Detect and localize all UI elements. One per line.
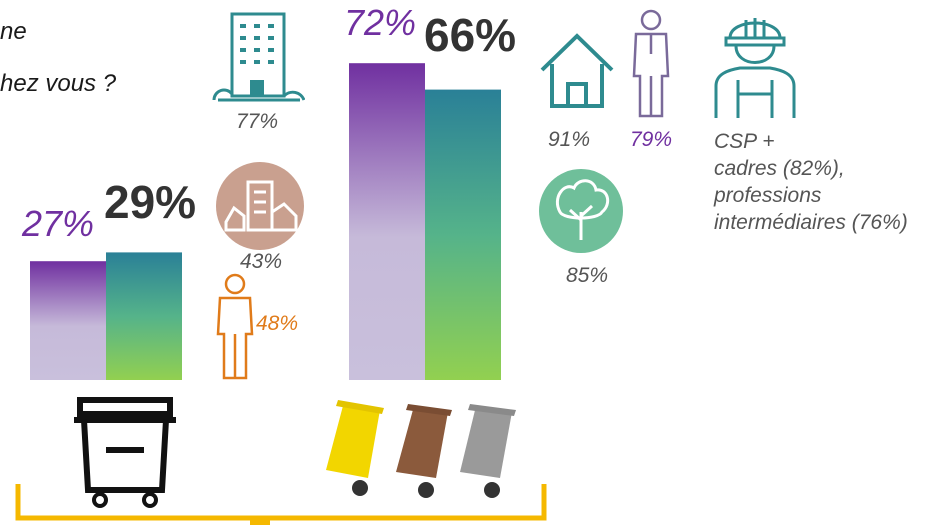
worker-caption-line-1: CSP +: [714, 130, 775, 153]
tree-icon: [539, 169, 623, 253]
value-label-single-purple: 27%: [22, 203, 95, 244]
house-icon: [540, 33, 614, 108]
bracket-shape: [15, 484, 547, 525]
bar-sorting-bins-series-2: [425, 89, 501, 380]
elderly-man-icon: [632, 9, 670, 118]
old-building-icon: [216, 162, 304, 250]
question-line-1: ne: [0, 18, 27, 45]
young-man-percent: 48%: [256, 312, 299, 335]
office-building-icon: [212, 12, 305, 102]
elderly-man-percent: 79%: [630, 128, 673, 151]
construction-worker-icon: [714, 18, 796, 118]
bar-single-bin-series-1: [30, 261, 106, 380]
worker-caption-line-3: professions: [714, 184, 822, 207]
building-percent: 77%: [236, 110, 279, 133]
young-man-icon: [216, 273, 254, 380]
old-building-percent: 43%: [240, 250, 283, 273]
worker-caption-line-2: cadres (82%),: [714, 157, 845, 180]
worker-caption: CSP + cadres (82%), professions interméd…: [714, 128, 908, 236]
question-line-2: hez vous ?: [0, 70, 117, 97]
value-label-single-teal: 29%: [104, 176, 197, 228]
house-percent: 91%: [548, 128, 591, 151]
single-waste-bin-icon: [74, 397, 176, 508]
tree-percent: 85%: [566, 264, 609, 287]
bar-sorting-bins-series-1: [349, 63, 425, 380]
bar-single-bin-series-2: [106, 252, 182, 380]
sorting-bins-icon: [326, 400, 516, 498]
value-label-sorting-purple: 72%: [344, 2, 417, 43]
worker-caption-line-4: intermédiaires (76%): [714, 211, 908, 234]
value-label-sorting-teal: 66%: [424, 9, 517, 61]
